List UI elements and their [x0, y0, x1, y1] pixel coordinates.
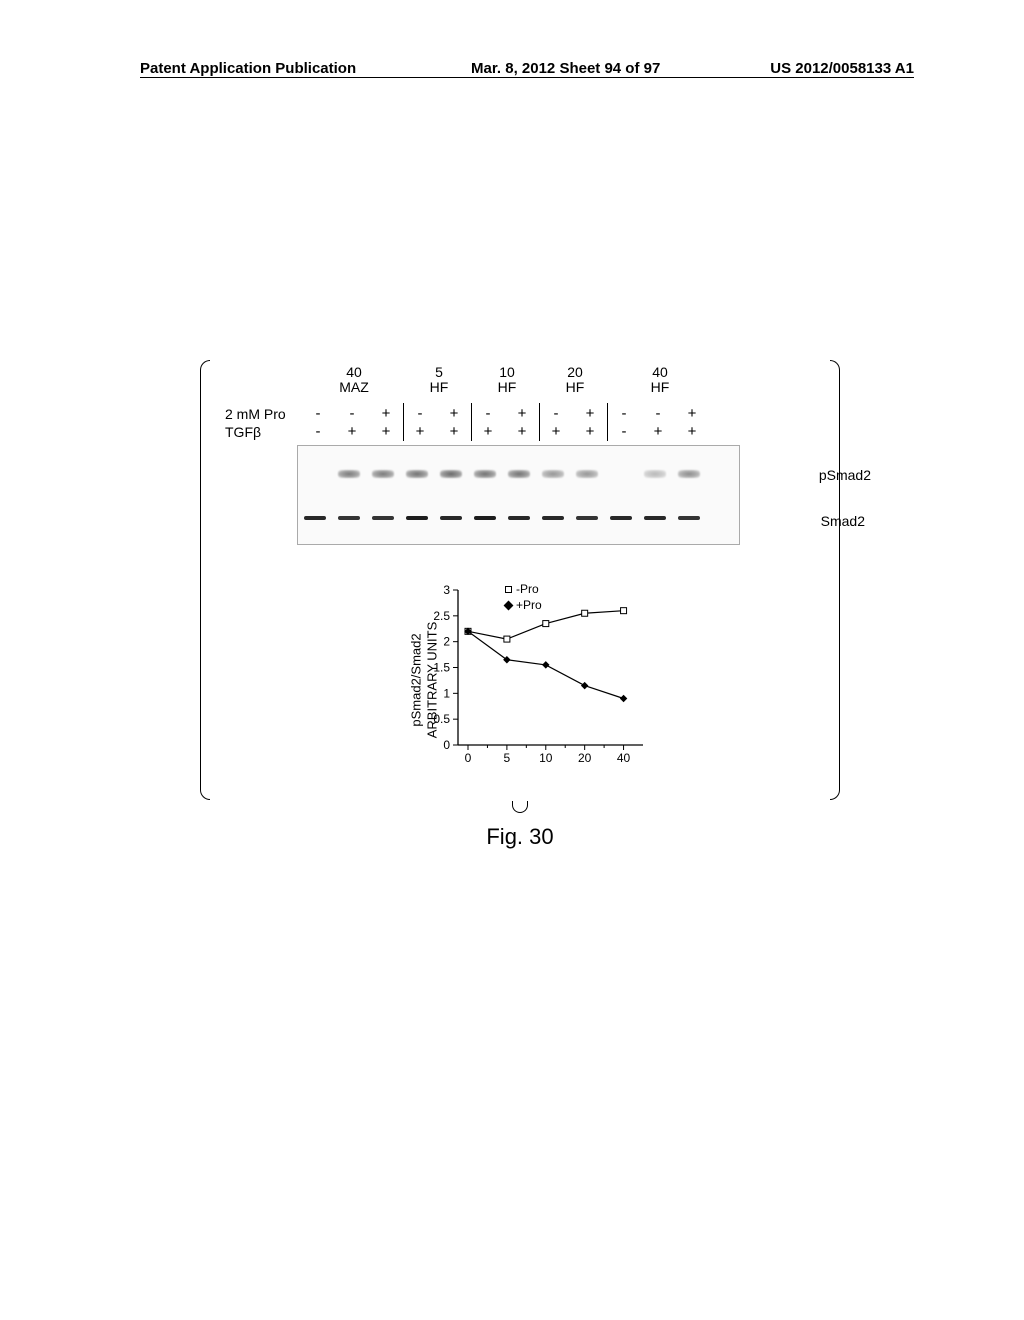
- bracket-left: [200, 360, 210, 800]
- svg-text:1.5: 1.5: [433, 661, 450, 675]
- bracket-right: [830, 360, 840, 800]
- svg-text:0: 0: [465, 751, 472, 765]
- figure-label: Fig. 30: [486, 824, 553, 850]
- svg-text:3: 3: [443, 583, 450, 597]
- svg-text:5: 5: [504, 751, 511, 765]
- row-label-pro: 2 mM Pro: [225, 405, 286, 423]
- column-headers: 40MAZ5HF10HF20HF40HF: [225, 365, 815, 403]
- header-middle: Mar. 8, 2012 Sheet 94 of 97: [456, 60, 675, 77]
- svg-text:2.5: 2.5: [433, 609, 450, 623]
- figure-30: Fig. 30 40MAZ5HF10HF20HF40HF 2 mM Pro TG…: [200, 360, 840, 820]
- row-label-tgfb: TGFβ: [225, 423, 286, 441]
- svg-text:1: 1: [443, 686, 450, 700]
- row-labels: 2 mM Pro TGFβ: [225, 405, 286, 441]
- page-header: Patent Application Publication Mar. 8, 2…: [0, 80, 1024, 110]
- svg-text:0: 0: [443, 738, 450, 752]
- line-chart: pSmad2/Smad2ARBITRARY UNITS -Pro +Pro 00…: [410, 580, 690, 780]
- header-right: US 2012/0058133 A1: [755, 60, 914, 77]
- svg-text:20: 20: [578, 751, 592, 765]
- western-blot-panel: 40MAZ5HF10HF20HF40HF 2 mM Pro TGFβ ---++…: [225, 365, 815, 403]
- gel-image: [297, 445, 740, 545]
- svg-text:10: 10: [539, 751, 553, 765]
- chart-svg: 0 0.5 1 1.5 2 2.5 3 0 5 10 20 40: [410, 580, 690, 780]
- header-rule: [140, 77, 914, 78]
- svg-text:2: 2: [443, 635, 450, 649]
- header-left: Patent Application Publication: [140, 60, 376, 77]
- gel-label-psmad2: pSmad2: [819, 467, 871, 483]
- svg-text:0.5: 0.5: [433, 712, 450, 726]
- gel-label-smad2: Smad2: [821, 513, 865, 529]
- svg-text:40: 40: [617, 751, 631, 765]
